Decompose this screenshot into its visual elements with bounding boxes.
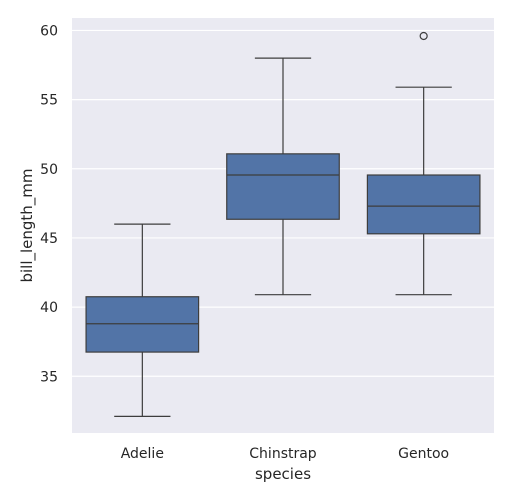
y-tick-label-40: 40 xyxy=(40,300,58,316)
y-axis-label: bill_length_mm xyxy=(18,168,37,282)
x-tick-label-gentoo: Gentoo xyxy=(398,446,449,462)
box-chinstrap xyxy=(226,57,340,296)
y-tick-label-45: 45 xyxy=(40,231,58,247)
y-tick-label-50: 50 xyxy=(40,162,58,178)
x-tick-label-chinstrap: Chinstrap xyxy=(249,446,317,462)
iqr-box xyxy=(226,153,340,220)
box-gentoo xyxy=(366,31,481,296)
y-tick-label-60: 60 xyxy=(40,23,58,39)
x-axis-ticks: Adelie Chinstrap Gentoo xyxy=(121,446,449,462)
box-series xyxy=(85,31,481,417)
x-tick-label-adelie: Adelie xyxy=(121,446,164,462)
y-tick-label-35: 35 xyxy=(40,369,58,385)
iqr-box xyxy=(85,296,200,353)
y-axis-ticks: 35 40 45 50 55 60 xyxy=(40,23,58,385)
x-axis-label: species xyxy=(255,465,311,483)
box-adelie xyxy=(85,223,200,417)
iqr-box xyxy=(366,174,481,235)
y-tick-label-55: 55 xyxy=(40,93,58,109)
outlier-point xyxy=(419,31,428,41)
